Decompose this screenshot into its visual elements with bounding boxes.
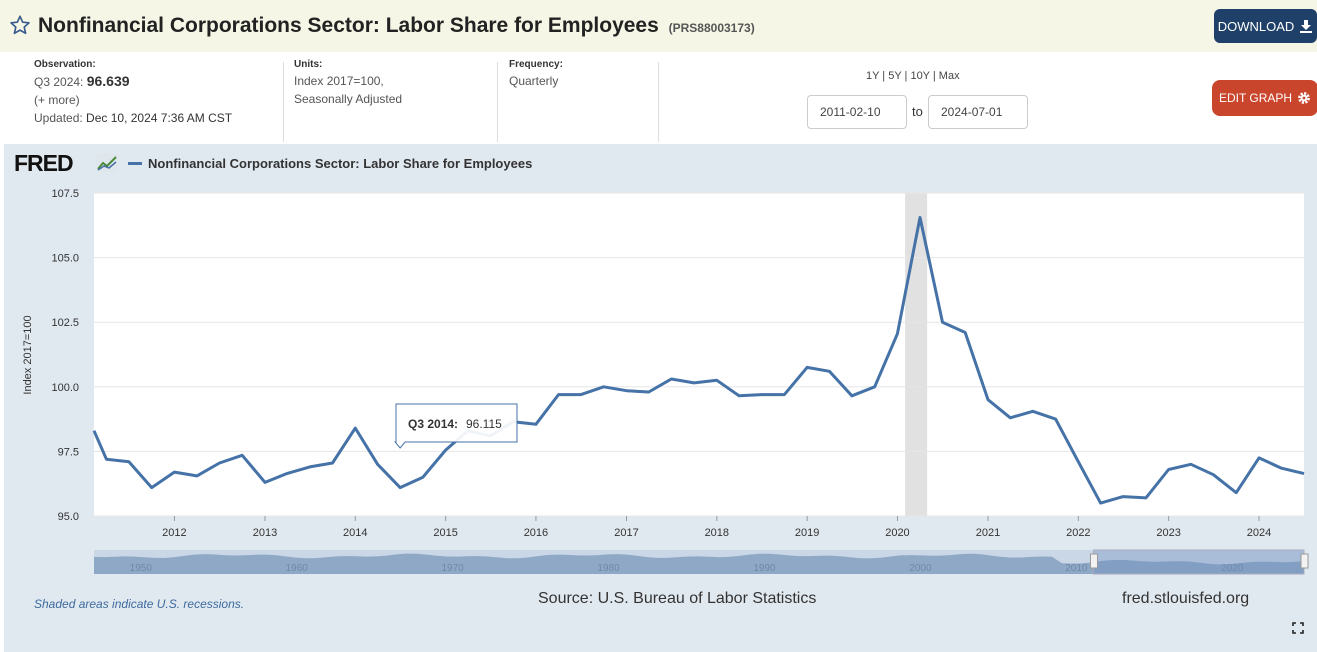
x-tick-label: 2022 [1066,527,1090,539]
y-tick-label: 95.0 [58,511,79,523]
download-label: DOWNLOAD [1217,18,1295,34]
x-tick-label: 2014 [343,527,367,539]
more-link[interactable]: (+ more) [34,93,80,107]
observation-value: 96.639 [86,73,130,89]
title-bar: Nonfinancial Corporations Sector: Labor … [0,0,1317,52]
x-tick-label: 2024 [1247,527,1271,539]
series-id: (PRS88003173) [668,21,755,35]
meta-divider [497,62,498,142]
source-text: Source: U.S. Bureau of Labor Statistics [538,590,817,607]
tooltip-period: Q3 2014: [408,417,458,431]
end-date-input[interactable]: 2024-07-01 [928,95,1028,129]
navigator-handle[interactable] [1300,553,1309,569]
observation-period: Q3 2024: [34,75,84,89]
y-tick-label: 105.0 [51,253,79,265]
x-tick-label: 2020 [885,527,909,539]
edit-graph-button[interactable]: EDIT GRAPH [1212,80,1317,116]
navigator-tick-label: 2020 [1221,563,1244,574]
navigator-handle[interactable] [1089,553,1098,569]
x-tick-label: 2023 [1156,527,1180,539]
x-tick-label: 2012 [162,527,186,539]
tooltip-box [394,403,518,449]
navigator-tick-label: 1960 [286,563,309,574]
edit-graph-label: EDIT GRAPH [1218,91,1293,105]
y-tick-label: 97.5 [58,446,79,458]
range-links[interactable]: 1Y | 5Y | 10Y | Max [866,70,960,82]
to-label: to [912,104,923,119]
fullscreen-icon[interactable] [1292,622,1304,634]
frequency-value: Quarterly [509,74,559,88]
tooltip-value: 96.115 [466,417,502,431]
x-tick-label: 2013 [253,527,277,539]
x-tick-label: 2017 [614,527,638,539]
start-date-input[interactable]: 2011-02-10 [807,95,907,129]
page-title: Nonfinancial Corporations Sector: Labor … [38,14,755,38]
download-button[interactable]: DOWNLOAD [1214,9,1317,43]
observation-label: Observation: [34,59,96,70]
fred-graph-icon [96,154,118,172]
frequency-label: Frequency: [509,59,563,70]
units-label: Units: [294,59,323,70]
navigator-series [94,553,1304,574]
plot-area [94,193,1304,516]
legend-swatch [128,162,142,165]
y-tick-label: 102.5 [51,317,79,329]
x-tick-label: 2021 [976,527,1000,539]
navigator-tick-label: 1990 [753,563,776,574]
frequency-block: Frequency: Quarterly [509,58,563,144]
y-tick-label: 100.0 [51,382,79,394]
recession-note: Shaded areas indicate U.S. recessions. [34,597,245,611]
updated-value: Dec 10, 2024 7:36 AM CST [86,111,233,125]
download-icon [1300,20,1313,33]
fred-logo[interactable]: FRED [14,150,74,176]
observation-block: Observation: Q3 2024: 96.639 (+ more) Up… [34,58,232,144]
series-title: Nonfinancial Corporations Sector: Labor … [38,14,659,37]
navigator-tick-label: 1950 [130,563,153,574]
x-tick-label: 2018 [705,527,729,539]
recession-band [905,193,928,516]
navigator-selection[interactable] [1092,549,1305,575]
navigator-tick-label: 2000 [909,563,932,574]
units-line1: Index 2017=100, [294,74,384,88]
legend-label: Nonfinancial Corporations Sector: Labor … [148,156,533,171]
site-url[interactable]: fred.stlouisfed.org [1122,590,1250,607]
x-tick-label: 2015 [433,527,457,539]
updated-label: Updated: [34,111,83,125]
y-tick-label: 107.5 [51,188,79,200]
units-block: Units: Index 2017=100, Seasonally Adjust… [294,58,402,144]
x-tick-label: 2019 [795,527,819,539]
x-tick-label: 2016 [524,527,548,539]
gear-icon [1298,92,1310,104]
meta-divider [283,62,284,142]
navigator-tick-label: 2010 [1065,563,1088,574]
star-icon[interactable] [9,14,31,36]
units-line2: Seasonally Adjusted [294,92,403,106]
series-line[interactable] [92,216,1305,505]
navigator-tick-label: 1980 [597,563,620,574]
meta-divider [658,62,659,142]
y-axis-label: Index 2017=100 [22,315,34,394]
navigator-tick-label: 1970 [442,563,465,574]
